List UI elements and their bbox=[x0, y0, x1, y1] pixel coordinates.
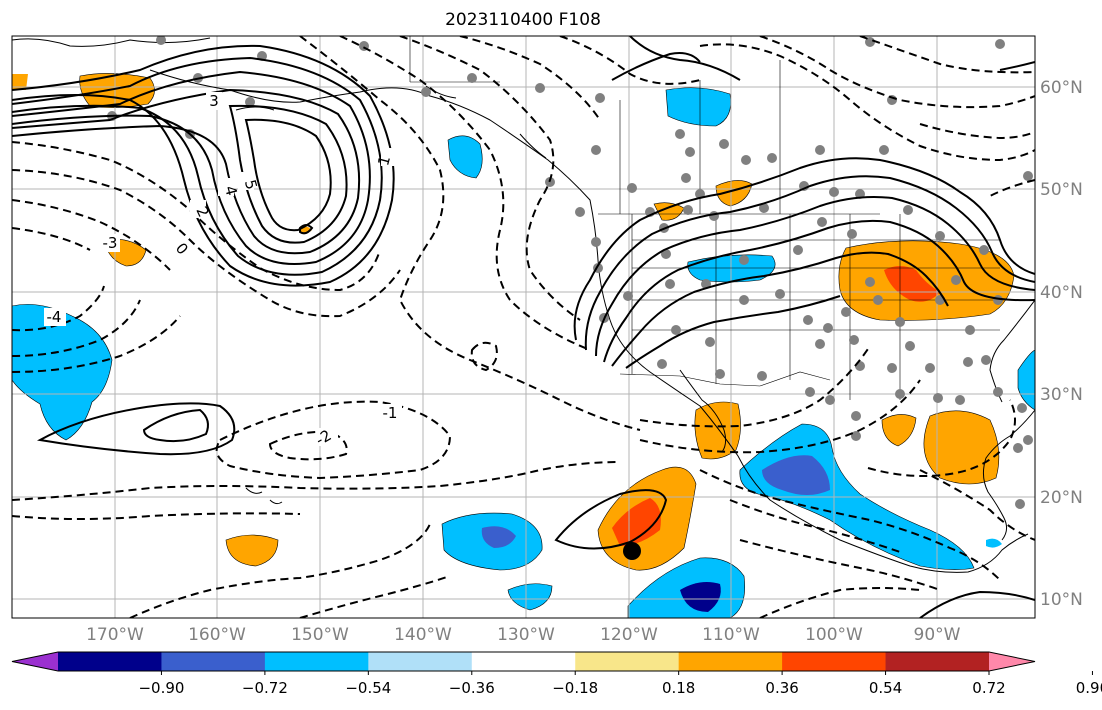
colorbar-tick-label: −0.90 bbox=[138, 679, 184, 697]
lon-label-140w: 140°W bbox=[394, 625, 452, 645]
longitude-labels: 170°W 160°W 150°W 140°W 130°W 120°W 110°… bbox=[86, 625, 961, 645]
colorbar-segment bbox=[782, 652, 887, 671]
colorbar-tick-label: −0.18 bbox=[552, 679, 598, 697]
contour-label-5: 5 bbox=[241, 178, 261, 192]
colorbar-segment bbox=[471, 652, 576, 671]
colorbar-segment bbox=[678, 652, 783, 671]
shade-blue-small bbox=[507, 583, 553, 611]
shade-red-baja bbox=[612, 498, 661, 546]
colorbar-segment bbox=[575, 652, 680, 671]
lat-label-20n: 20°N bbox=[1040, 488, 1083, 508]
contour-label-1: 1 bbox=[374, 154, 394, 168]
shade-navy-south bbox=[680, 582, 721, 612]
map-frame bbox=[11, 35, 1036, 619]
contour-label-neg3: -3 bbox=[103, 234, 118, 252]
shade-orange-edge bbox=[12, 74, 28, 90]
colorbar-segments bbox=[11, 651, 1093, 675]
contour-labels: 5 4 3 2 1 0 -1 -2 -3 -4 bbox=[44, 92, 402, 449]
graticule bbox=[12, 36, 1035, 618]
colorbar-tick-label: 0.90 bbox=[1076, 679, 1102, 697]
colorbar-tick-label: −0.72 bbox=[242, 679, 288, 697]
shade-blue-ak-gulf bbox=[447, 135, 483, 179]
colorbar-tick-label: 0.36 bbox=[765, 679, 798, 697]
colorbar-segment bbox=[264, 652, 369, 671]
colorbar-segment bbox=[58, 652, 162, 671]
lon-label-160w: 160°W bbox=[188, 625, 246, 645]
contour-label-neg1: -1 bbox=[383, 404, 398, 422]
shade-orange-nw bbox=[79, 73, 155, 108]
colorbar-outline bbox=[11, 651, 1036, 672]
shade-blue-carib bbox=[986, 538, 1002, 548]
lat-label-10n: 10°N bbox=[1040, 590, 1083, 610]
contour-label-neg4: -4 bbox=[47, 308, 62, 326]
lon-label-130w: 130°W bbox=[497, 625, 555, 645]
colorbar-segment bbox=[885, 652, 990, 671]
lon-label-150w: 150°W bbox=[291, 625, 349, 645]
shade-orange-gulf-a bbox=[881, 414, 917, 447]
negative-contours bbox=[12, 36, 1035, 618]
lat-label-60n: 60°N bbox=[1040, 78, 1083, 98]
colorbar-tick-label: 0.72 bbox=[972, 679, 1005, 697]
contour-label-4: 4 bbox=[221, 184, 241, 198]
lon-label-170w: 170°W bbox=[86, 625, 144, 645]
shade-orange-mexico bbox=[694, 401, 741, 460]
lon-label-90w: 90°W bbox=[914, 625, 961, 645]
lat-label-30n: 30°N bbox=[1040, 385, 1083, 405]
shade-darkblue-pacific bbox=[481, 526, 516, 548]
colorbar-extend-high bbox=[989, 652, 1035, 671]
colorbar-tick-labels: −0.90 −0.72 −0.54 −0.36 −0.18 0.18 0.36 … bbox=[138, 679, 1102, 697]
latitude-labels: 60°N 50°N 40°N 30°N 20°N 10°N bbox=[1040, 78, 1083, 610]
colorbar-segment bbox=[161, 652, 266, 671]
shade-blue-west bbox=[12, 304, 113, 441]
storm-center-marker bbox=[623, 542, 641, 560]
shade-orange-hawaii bbox=[225, 534, 279, 567]
colorbar-tick-label: −0.54 bbox=[345, 679, 391, 697]
colorbar-tick-label: 0.18 bbox=[662, 679, 695, 697]
shade-blue-canada bbox=[665, 87, 731, 127]
lon-label-120w: 120°W bbox=[600, 625, 658, 645]
shade-orange-gulf-b bbox=[923, 410, 1000, 485]
colorbar-tick-label: 0.54 bbox=[869, 679, 902, 697]
shade-darkblue-epac bbox=[762, 455, 830, 495]
colorbar-extend-low bbox=[12, 652, 58, 671]
lat-label-40n: 40°N bbox=[1040, 283, 1083, 303]
lon-label-100w: 100°W bbox=[805, 625, 863, 645]
colorbar-segment bbox=[368, 652, 473, 671]
colorbar: −0.90 −0.72 −0.54 −0.36 −0.18 0.18 0.36 … bbox=[11, 651, 1102, 697]
lon-label-110w: 110°W bbox=[702, 625, 760, 645]
station-markers bbox=[107, 36, 1033, 509]
contour-label-3: 3 bbox=[209, 92, 219, 110]
map-title: 2023110400 F108 bbox=[445, 10, 601, 30]
lat-label-50n: 50°N bbox=[1040, 180, 1083, 200]
shade-red-plains bbox=[884, 266, 940, 302]
positive-contours bbox=[12, 36, 1035, 618]
map-panel: 5 4 3 2 1 0 -1 -2 -3 -4 bbox=[11, 35, 1036, 619]
colorbar-tick-label: −0.36 bbox=[449, 679, 495, 697]
